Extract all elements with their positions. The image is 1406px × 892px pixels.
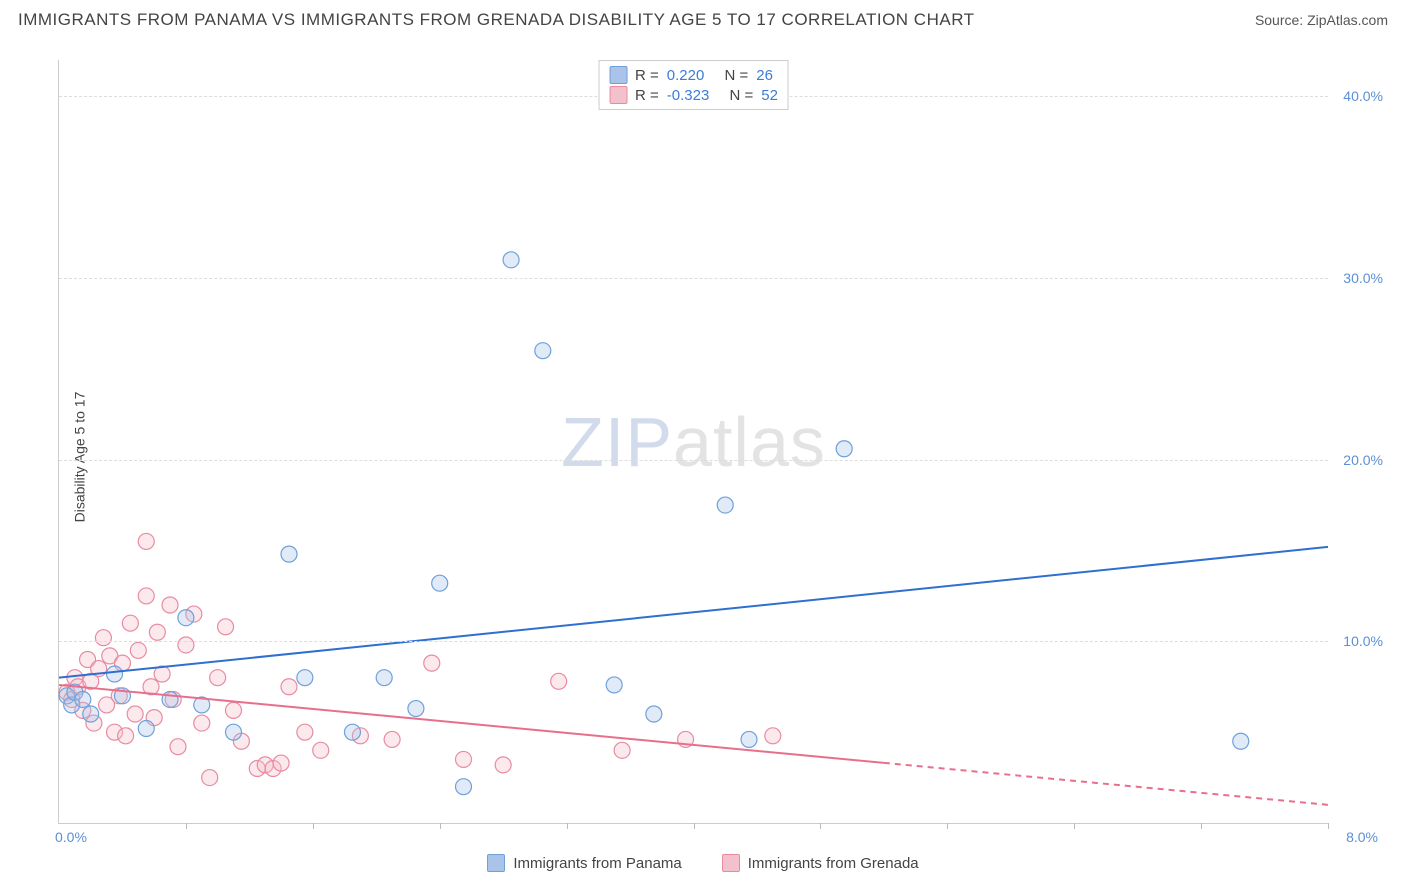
data-point [75,691,91,707]
x-tick [313,823,314,829]
r-label: R = [635,87,659,104]
bottom-legend: Immigrants from Panama Immigrants from G… [18,854,1388,872]
data-point [297,670,313,686]
data-point [149,624,165,640]
y-tick-label: 30.0% [1343,270,1383,286]
n-value-grenada: 52 [761,87,778,104]
data-point [107,666,123,682]
gridline-h [59,460,1328,461]
data-point [83,706,99,722]
data-point [218,619,234,635]
corr-row-grenada: R = -0.323 N = 52 [609,85,778,105]
data-point [122,615,138,631]
data-point [384,731,400,747]
data-point [646,706,662,722]
data-point [495,757,511,773]
data-point [741,731,757,747]
data-point [210,670,226,686]
data-point [130,642,146,658]
trend-line [59,547,1328,678]
data-point [281,679,297,695]
x-tick [1074,823,1075,829]
legend-label-grenada: Immigrants from Grenada [748,855,919,872]
x-tick [1201,823,1202,829]
data-point [535,343,551,359]
data-point [455,779,471,795]
swatch-grenada [609,86,627,104]
data-point [297,724,313,740]
r-label: R = [635,67,659,84]
corr-row-panama: R = 0.220 N = 26 [609,65,778,85]
data-point [376,670,392,686]
data-point [178,610,194,626]
x-tick [186,823,187,829]
correlation-legend: R = 0.220 N = 26 R = -0.323 N = 52 [598,60,789,110]
data-point [138,533,154,549]
data-point [138,588,154,604]
y-tick-label: 10.0% [1343,633,1383,649]
data-point [170,739,186,755]
data-point [202,770,218,786]
y-tick-label: 20.0% [1343,452,1383,468]
data-point [1233,733,1249,749]
data-point [95,630,111,646]
x-tick [694,823,695,829]
data-point [606,677,622,693]
legend-label-panama: Immigrants from Panama [513,855,681,872]
data-point [765,728,781,744]
n-label: N = [725,67,749,84]
data-point [408,701,424,717]
y-tick-label: 40.0% [1343,88,1383,104]
data-point [162,597,178,613]
data-point [503,252,519,268]
legend-swatch-grenada [722,854,740,872]
source-attribution: Source: ZipAtlas.com [1255,12,1388,28]
r-value-panama: 0.220 [667,67,705,84]
r-value-grenada: -0.323 [667,87,710,104]
data-point [344,724,360,740]
data-point [162,691,178,707]
x-tick [567,823,568,829]
data-point [138,721,154,737]
data-point [178,637,194,653]
x-tick [1328,823,1329,829]
data-point [313,742,329,758]
data-point [455,751,471,767]
legend-item-panama: Immigrants from Panama [487,854,681,872]
n-value-panama: 26 [756,67,773,84]
legend-swatch-panama [487,854,505,872]
x-tick [820,823,821,829]
data-point [614,742,630,758]
trend-line-dashed [884,763,1328,805]
n-label: N = [730,87,754,104]
x-tick [440,823,441,829]
plot-area: ZIPatlas R = 0.220 N = 26 R = -0.323 N =… [58,60,1328,824]
data-point [836,441,852,457]
data-point [424,655,440,671]
gridline-h [59,641,1328,642]
swatch-panama [609,66,627,84]
data-point [273,755,289,771]
chart-container: Disability Age 5 to 17 ZIPatlas R = 0.22… [18,40,1388,874]
legend-item-grenada: Immigrants from Grenada [722,854,919,872]
data-point [225,724,241,740]
x-origin-label: 0.0% [55,829,87,845]
gridline-h [59,278,1328,279]
data-point [717,497,733,513]
data-point [551,673,567,689]
data-point [432,575,448,591]
data-point [194,715,210,731]
data-point [118,728,134,744]
data-point [127,706,143,722]
x-tick [947,823,948,829]
data-point [225,702,241,718]
chart-title: IMMIGRANTS FROM PANAMA VS IMMIGRANTS FRO… [18,10,975,30]
scatter-svg [59,60,1328,823]
header: IMMIGRANTS FROM PANAMA VS IMMIGRANTS FRO… [0,0,1406,36]
x-max-label: 8.0% [1346,829,1378,845]
data-point [281,546,297,562]
